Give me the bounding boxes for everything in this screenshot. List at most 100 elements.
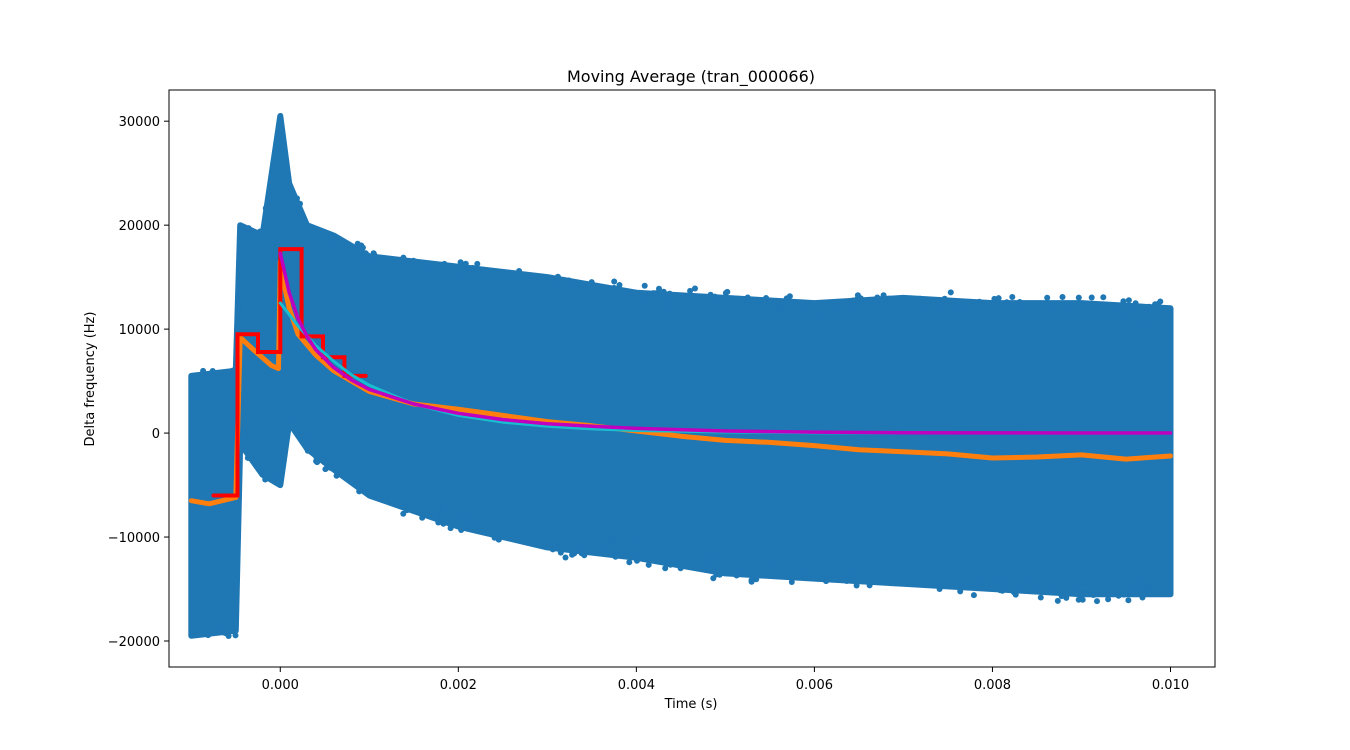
- raw-data-point: [1132, 581, 1139, 588]
- raw-data-point: [771, 303, 778, 310]
- raw-data-point: [549, 546, 556, 553]
- raw-data-point: [1115, 592, 1122, 599]
- raw-data-point: [983, 575, 990, 582]
- raw-data-point: [339, 243, 346, 250]
- raw-data-point: [1046, 566, 1053, 573]
- raw-data-point: [322, 466, 329, 473]
- raw-data-point: [424, 261, 431, 268]
- raw-data-point: [995, 303, 1002, 310]
- raw-data-point: [1148, 585, 1155, 592]
- raw-data-point: [1021, 573, 1028, 580]
- raw-data-point: [866, 582, 873, 589]
- raw-data-point: [953, 301, 960, 308]
- raw-data-point: [662, 565, 669, 572]
- raw-data-point: [318, 237, 325, 244]
- raw-data-point: [627, 301, 634, 308]
- raw-data-point: [434, 274, 441, 281]
- raw-data-point: [1162, 581, 1169, 588]
- raw-data-point: [271, 166, 278, 173]
- raw-data-point: [213, 377, 220, 384]
- raw-data-point: [794, 560, 801, 567]
- raw-data-point: [715, 314, 722, 321]
- raw-data-point: [1101, 316, 1107, 323]
- raw-data-point: [957, 588, 964, 595]
- raw-data-point: [1053, 304, 1060, 311]
- raw-data-point: [569, 551, 576, 558]
- raw-data-point: [929, 578, 936, 585]
- raw-data-point: [546, 531, 553, 538]
- raw-data-point: [436, 497, 443, 504]
- raw-data-point: [951, 314, 958, 321]
- raw-data-point: [1077, 591, 1084, 598]
- raw-data-point: [962, 570, 969, 577]
- raw-data-point: [294, 417, 301, 424]
- raw-data-point: [375, 491, 382, 498]
- plot-frame: [168, 89, 1216, 668]
- raw-data-point: [581, 552, 588, 559]
- moving-average-line: [188, 259, 1173, 507]
- raw-data-point: [569, 547, 576, 554]
- raw-data-point: [941, 295, 948, 302]
- raw-data-point: [508, 286, 515, 293]
- plot-area: [188, 113, 1174, 639]
- raw-data-point: [297, 216, 304, 223]
- raw-data-point: [936, 578, 943, 585]
- raw-data-point: [196, 617, 203, 624]
- raw-data-point: [718, 308, 725, 315]
- raw-data-point: [487, 285, 494, 292]
- y-tick-label: −10000: [108, 531, 160, 546]
- raw-data-point: [1124, 316, 1131, 323]
- raw-data-point: [936, 586, 943, 592]
- raw-data-point: [370, 487, 377, 494]
- raw-data-point: [626, 559, 633, 566]
- raw-data-point: [1033, 584, 1040, 591]
- raw-data-point: [907, 303, 914, 310]
- raw-data-point: [576, 293, 583, 300]
- raw-data-point: [320, 232, 327, 239]
- raw-data-point: [641, 282, 648, 289]
- raw-data-point: [278, 127, 285, 134]
- raw-data-point: [562, 281, 569, 288]
- raw-data-point: [666, 290, 673, 297]
- raw-data-point: [494, 281, 501, 287]
- raw-data-point: [1132, 589, 1139, 596]
- raw-data-point: [952, 310, 959, 316]
- raw-data-point: [1075, 319, 1082, 326]
- raw-data-point: [355, 468, 362, 475]
- raw-data-point: [467, 513, 474, 520]
- raw-data-point: [462, 275, 468, 282]
- y-tick-label: 30000: [119, 115, 160, 130]
- raw-data-point: [1146, 316, 1153, 322]
- raw-data-point: [637, 551, 644, 558]
- raw-data-point: [996, 585, 1002, 591]
- raw-data-point: [695, 551, 702, 558]
- raw-data-point: [1085, 306, 1092, 313]
- raw-data-point: [191, 378, 198, 385]
- raw-data-point: [263, 472, 270, 479]
- raw-data-point: [668, 296, 675, 303]
- raw-data-point: [757, 316, 763, 323]
- raw-data-point: [971, 321, 977, 328]
- raw-data-point: [994, 308, 1001, 315]
- raw-data-point: [247, 454, 254, 461]
- raw-data-point: [266, 187, 273, 194]
- raw-data-point: [707, 291, 714, 298]
- raw-data-point: [203, 383, 210, 390]
- raw-data-point: [972, 313, 979, 320]
- raw-data-point: [609, 536, 615, 543]
- raw-data-point: [1094, 583, 1101, 590]
- raw-data-point: [894, 562, 901, 569]
- raw-data-point: [297, 200, 303, 207]
- raw-data-point: [880, 312, 887, 319]
- raw-data-point: [857, 295, 864, 302]
- raw-data-point: [806, 318, 813, 325]
- raw-data-point: [634, 535, 641, 542]
- raw-data-point: [856, 308, 863, 315]
- raw-data-point: [1054, 597, 1061, 604]
- raw-data-point: [262, 205, 269, 212]
- raw-data-point: [1044, 294, 1051, 301]
- raw-data-point: [378, 482, 385, 488]
- raw-data-point: [788, 579, 795, 585]
- raw-data-point: [836, 567, 843, 574]
- raw-data-point: [404, 507, 411, 514]
